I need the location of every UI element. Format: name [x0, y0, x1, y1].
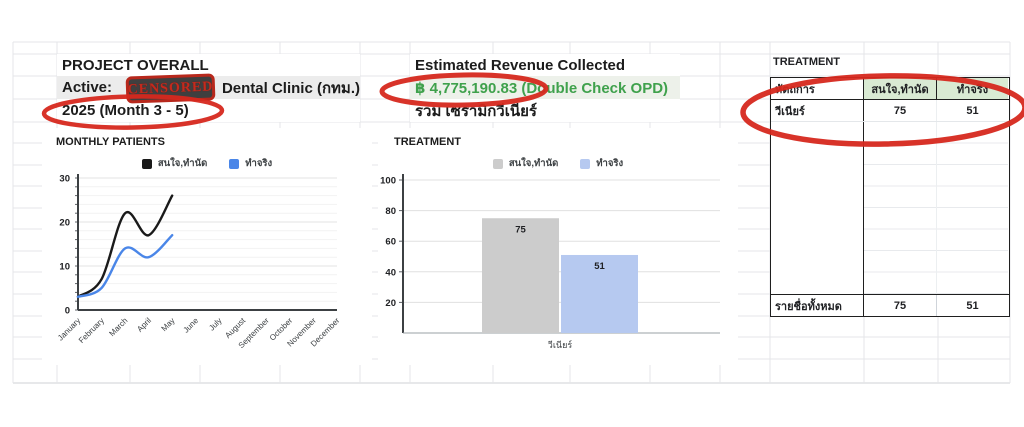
legend-label: สนใจ,ทำนัด — [508, 158, 559, 169]
svg-text:March: March — [107, 316, 129, 338]
censored-stamp-label: CENSORED — [127, 79, 214, 97]
total-actual-value: 51 — [966, 299, 979, 312]
censored-stamp: CENSORED — [125, 73, 216, 104]
svg-text:February: February — [77, 316, 106, 345]
svg-text:0: 0 — [65, 306, 70, 317]
svg-text:40: 40 — [385, 267, 396, 278]
legend-swatch-icon — [229, 158, 240, 169]
project-title-text: PROJECT OVERALL — [62, 56, 209, 74]
legend-item: ทำจริง — [229, 156, 272, 171]
svg-text:100: 100 — [380, 176, 396, 187]
treatment-chart-title: TREATMENT — [394, 136, 462, 148]
legend-item: สนใจ,ทำนัด — [141, 156, 208, 171]
cell-revenue-title[interactable]: Estimated Revenue Collected — [410, 54, 680, 76]
active-prefix-text: Active: — [62, 79, 113, 96]
svg-text:20: 20 — [385, 298, 396, 309]
col-header-actual: ทำจริง — [937, 78, 1008, 99]
row-interested-value: 75 — [864, 100, 937, 121]
svg-text:July: July — [207, 316, 223, 332]
svg-text:10: 10 — [59, 262, 70, 273]
svg-text:May: May — [160, 316, 177, 333]
treatment-legend: สนใจ,ทำนัด ทำจริง — [378, 156, 738, 171]
total-interested-value: 75 — [864, 295, 937, 316]
table-total-row[interactable]: รายชื่อทั้งหมด 75 51 — [771, 294, 1009, 316]
treatment-chart[interactable]: TREATMENT สนใจ,ทำนัด ทำจริง 20 40 60 80 100 75… — [378, 128, 738, 365]
legend-swatch-icon — [492, 158, 503, 169]
svg-text:80: 80 — [385, 206, 396, 217]
legend-swatch-icon — [580, 158, 591, 169]
cell-project-title[interactable]: PROJECT OVERALL — [57, 54, 360, 76]
row-actual-value: 51 — [966, 104, 979, 117]
legend-label: ทำจริง — [596, 158, 624, 169]
treatment-plot: 20 40 60 80 100 75 51 วีเนียร์ — [380, 174, 720, 350]
legend-item: สนใจ,ทำนัด — [492, 156, 559, 171]
legend-item: ทำจริง — [580, 156, 623, 171]
treatment-table-header: หัตถการ สนใจ,ทำนัด ทำจริง — [771, 78, 1009, 100]
svg-text:51: 51 — [594, 261, 605, 272]
legend-swatch-icon — [141, 158, 152, 169]
revenue-value-text: ฿ 4,775,190.83 (Double Check OPD) — [415, 79, 669, 97]
svg-text:30: 30 — [59, 174, 70, 185]
col-header-interested: สนใจ,ทำนัด — [864, 78, 937, 99]
cell-period[interactable]: 2025 (Month 3 - 5) — [57, 99, 360, 122]
cell-revenue-note[interactable]: รวม เซรามิกวีเนียร์ — [410, 99, 680, 122]
cell-revenue-value[interactable]: ฿ 4,775,190.83 (Double Check OPD) — [410, 76, 680, 99]
monthly-patients-chart-title: MONTHLY PATIENTS — [56, 136, 165, 148]
col-header-procedure: หัตถการ — [771, 78, 864, 99]
active-suffix-text: Dental Clinic (กทม.) — [221, 79, 360, 97]
legend-label: ทำจริง — [245, 158, 273, 169]
svg-text:20: 20 — [59, 218, 70, 229]
revenue-title-text: Estimated Revenue Collected — [415, 56, 626, 74]
legend-label: สนใจ,ทำนัด — [157, 158, 208, 169]
svg-text:April: April — [135, 316, 153, 334]
monthly-patients-legend: สนใจ,ทำนัด ทำจริง — [42, 156, 372, 171]
treatment-table[interactable]: หัตถการ สนใจ,ทำนัด ทำจริง วีเนียร์ 75 51… — [770, 77, 1010, 317]
svg-text:June: June — [182, 316, 201, 335]
table-row[interactable]: วีเนียร์ 75 51 — [771, 100, 1009, 122]
revenue-note-text: รวม เซรามิกวีเนียร์ — [415, 102, 537, 120]
total-label: รายชื่อทั้งหมด — [771, 295, 864, 316]
monthly-patients-chart[interactable]: MONTHLY PATIENTS สนใจ,ทำนัด ทำจริง 0 10 20 3… — [42, 128, 372, 365]
table-empty-rows — [771, 122, 1009, 294]
svg-text:75: 75 — [515, 224, 526, 235]
svg-text:60: 60 — [385, 237, 396, 248]
period-text: 2025 (Month 3 - 5) — [62, 102, 189, 119]
svg-text:วีเนียร์: วีเนียร์ — [548, 339, 573, 350]
treatment-table-title: TREATMENT — [773, 56, 841, 68]
row-procedure-name: วีเนียร์ — [771, 100, 864, 121]
